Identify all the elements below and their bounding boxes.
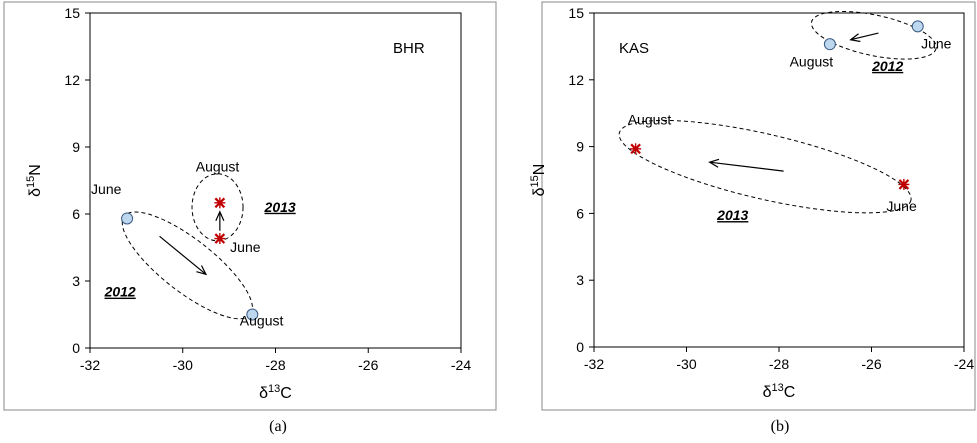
x-axis-label: δ13C <box>763 382 796 401</box>
y-tick-label: 9 <box>72 139 80 155</box>
y-axis-label-symbol: δ <box>27 188 44 197</box>
data-point-2012-august <box>823 38 836 51</box>
data-point-2012-august <box>246 308 259 321</box>
y-tick-label: 12 <box>568 72 584 88</box>
x-axis-label-element: C <box>280 385 292 402</box>
data-point-2013-august <box>630 143 642 155</box>
panel-frame <box>541 1 976 411</box>
y-axis-label: δ15N <box>529 164 548 197</box>
x-axis-label-superscript: 13 <box>772 382 784 394</box>
arrow-head-2013 <box>215 210 225 222</box>
x-axis-label: δ13C <box>259 383 292 402</box>
y-axis-label-superscript: 15 <box>25 176 37 188</box>
data-point-2013-june <box>214 233 226 245</box>
data-point-2012-june <box>121 212 134 225</box>
site-label: BHR <box>393 40 425 57</box>
year-label: 2012 <box>104 284 136 300</box>
y-tick-label: 6 <box>72 206 80 222</box>
month-label: August <box>628 111 672 127</box>
month-label: June <box>921 36 952 52</box>
data-point-2013-june <box>898 178 910 190</box>
y-axis-label-superscript: 15 <box>529 175 541 187</box>
x-tick-label: -32 <box>80 357 100 373</box>
x-tick-label: -28 <box>769 356 789 372</box>
month-label: June <box>230 239 261 255</box>
panel-caption: (a) <box>269 418 287 435</box>
y-tick-label: 15 <box>568 5 584 21</box>
y-tick-label: 0 <box>576 339 584 355</box>
x-axis-label-symbol: δ <box>259 385 268 402</box>
y-tick-label: 0 <box>72 340 80 356</box>
arrow-head-2013 <box>708 158 720 168</box>
y-tick-label: 3 <box>72 273 80 289</box>
y-tick-label: 6 <box>576 205 584 221</box>
y-tick-label: 9 <box>576 139 584 155</box>
x-axis-label-element: C <box>784 384 796 401</box>
x-tick-label: -30 <box>173 357 193 373</box>
year-label: 2012 <box>871 58 903 74</box>
y-axis-label-symbol: δ <box>531 187 548 196</box>
y-tick-label: 15 <box>64 5 80 21</box>
x-tick-label: -26 <box>861 356 881 372</box>
ellipse-2012 <box>810 10 937 60</box>
month-label: June <box>91 181 122 197</box>
y-tick-label: 12 <box>64 72 80 88</box>
x-axis-label-symbol: δ <box>763 384 772 401</box>
year-label: 2013 <box>264 199 296 215</box>
y-axis-label-element: N <box>531 164 548 176</box>
data-point-2013-august <box>214 197 226 209</box>
month-label: August <box>240 313 284 329</box>
y-axis-label: δ15N <box>25 164 44 197</box>
site-label: KAS <box>619 40 649 57</box>
x-tick-label: -30 <box>676 356 696 372</box>
x-tick-label: -26 <box>358 357 378 373</box>
ellipse-2013 <box>191 173 244 242</box>
y-tick-label: 3 <box>576 272 584 288</box>
chart-panel-a: -32 -30 -28 -26 -2403691215δ13Cδ15NBHRJuneAu… <box>3 1 497 435</box>
panel-caption: (b) <box>771 418 790 435</box>
month-label: August <box>196 159 240 175</box>
ellipse-2013 <box>618 119 912 214</box>
arrow-line-2013 <box>709 161 784 172</box>
chart-panel-b: -32 -30 -28 -26 -2403691215δ13Cδ15NKASAugust… <box>529 1 976 435</box>
data-point-2012-june <box>911 20 924 33</box>
x-tick-label: -28 <box>265 357 285 373</box>
year-label: 2013 <box>716 207 748 223</box>
arrow-line-2012 <box>159 235 207 275</box>
arrow-head-2012 <box>849 33 861 43</box>
x-tick-label: -24 <box>451 357 471 373</box>
x-tick-label: -32 <box>584 356 604 372</box>
arrow-line-2012 <box>850 32 879 41</box>
month-label: June <box>886 198 917 214</box>
arrow-head-2012 <box>196 265 208 276</box>
panel-frame <box>3 1 497 411</box>
x-tick-label: -24 <box>954 356 974 372</box>
y-axis-label-element: N <box>27 164 44 176</box>
x-axis-label-superscript: 13 <box>268 383 280 395</box>
month-label: August <box>790 53 834 69</box>
